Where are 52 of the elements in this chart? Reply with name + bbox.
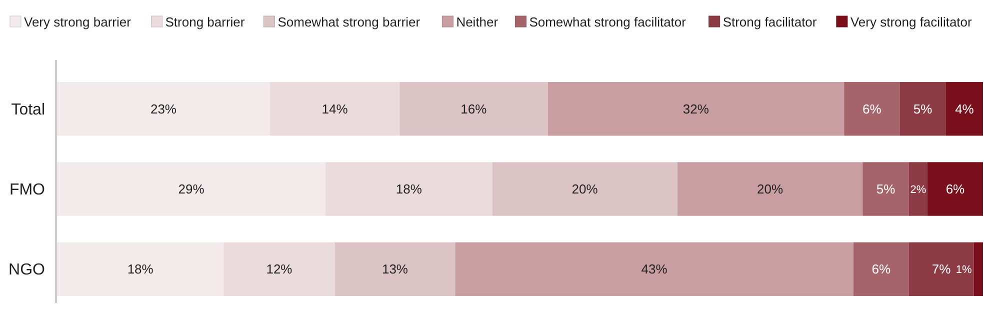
data-label: 32%	[682, 101, 710, 116]
y-tick-label: NGO	[8, 262, 45, 279]
bar	[908, 242, 974, 296]
bar	[908, 162, 928, 216]
bar	[57, 242, 224, 296]
bar	[862, 162, 909, 216]
bar	[927, 162, 983, 216]
data-label: 2%	[910, 184, 926, 196]
data-label: 5%	[913, 101, 933, 116]
data-label: 14%	[322, 101, 348, 116]
data-label: 6%	[872, 262, 891, 277]
bar	[326, 162, 492, 216]
bar	[224, 242, 335, 296]
data-label: 1%	[956, 264, 972, 276]
bar	[548, 82, 844, 136]
data-label: 7%	[932, 262, 952, 277]
data-label: 18%	[127, 262, 154, 277]
bar	[57, 82, 270, 136]
legend-label: Somewhat strong barrier	[278, 14, 421, 30]
legend-label: Neither	[456, 14, 499, 30]
bar	[334, 242, 456, 296]
bar	[853, 242, 909, 296]
bar	[400, 82, 548, 136]
bar	[677, 162, 863, 216]
data-label: 18%	[396, 182, 422, 197]
data-label: 4%	[955, 101, 974, 116]
bar	[455, 242, 854, 296]
data-label: 29%	[178, 182, 205, 197]
data-label: 20%	[757, 182, 784, 197]
data-label: 5%	[876, 182, 896, 197]
legend-label: Very strong facilitator	[850, 14, 973, 30]
bar	[270, 82, 400, 136]
data-label: 12%	[266, 262, 293, 277]
data-label: 13%	[382, 262, 408, 277]
bar	[492, 162, 678, 216]
bar	[844, 82, 900, 136]
data-label: 43%	[641, 262, 668, 277]
y-tick-label: Total	[11, 101, 45, 118]
data-label: 23%	[150, 101, 177, 116]
legend-label: Somewhat strong facilitator	[529, 14, 687, 30]
data-label: 6%	[946, 182, 966, 197]
legend-label: Very strong barrier	[24, 14, 132, 30]
data-label: 16%	[460, 101, 488, 116]
legend-label: Strong facilitator	[722, 14, 818, 30]
bar	[900, 82, 946, 136]
bar	[946, 82, 983, 136]
data-label: 6%	[862, 101, 882, 116]
bar	[974, 242, 983, 296]
y-tick-label: FMO	[9, 182, 45, 199]
legend-label: Strong barrier	[165, 14, 246, 30]
bar	[57, 162, 326, 216]
data-label: 20%	[572, 182, 598, 197]
